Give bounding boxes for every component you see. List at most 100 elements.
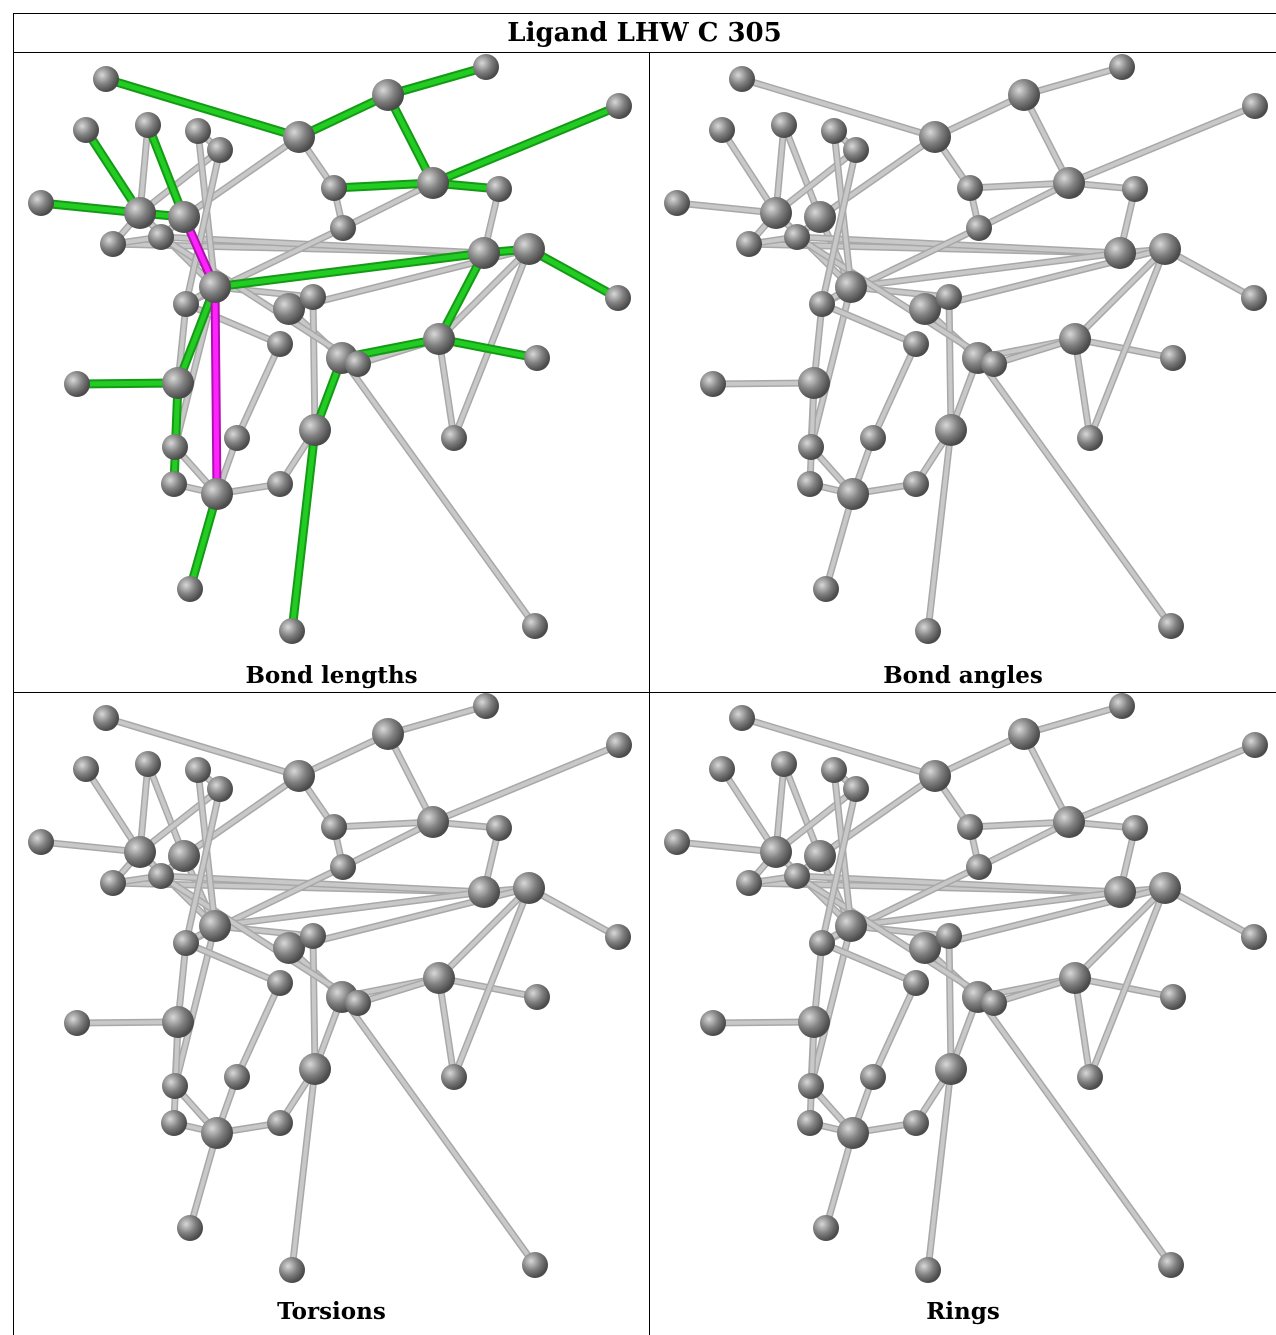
atom bbox=[1122, 176, 1148, 202]
atom bbox=[1008, 718, 1040, 750]
atom bbox=[606, 732, 632, 758]
atom bbox=[207, 137, 233, 163]
caption-rings: Rings bbox=[926, 1298, 1000, 1325]
outlier-bond-highlight bbox=[436, 250, 487, 342]
outlier-bond-highlight bbox=[103, 76, 302, 140]
atom bbox=[813, 1215, 839, 1241]
atom bbox=[1109, 693, 1135, 719]
atom bbox=[417, 167, 449, 199]
atom bbox=[1242, 732, 1268, 758]
bond-highlight bbox=[968, 820, 1071, 829]
molecule-render-torsions bbox=[28, 693, 632, 1283]
atom bbox=[273, 932, 305, 964]
bond-highlight bbox=[1022, 732, 1071, 824]
atom bbox=[919, 121, 951, 153]
bond-highlight bbox=[1163, 247, 1256, 300]
atom bbox=[804, 201, 836, 233]
caption-bond-angles: Bond angles bbox=[883, 662, 1043, 689]
atom bbox=[957, 175, 983, 201]
atom bbox=[224, 425, 250, 451]
atom bbox=[417, 806, 449, 838]
atom bbox=[185, 757, 211, 783]
bond-highlight bbox=[311, 934, 317, 1071]
bond-highlight bbox=[138, 787, 222, 854]
atom bbox=[345, 990, 371, 1016]
atom bbox=[736, 231, 762, 257]
atom bbox=[135, 751, 161, 777]
atom bbox=[73, 756, 99, 782]
table-frame bbox=[13, 13, 1276, 1335]
outlier-bond-highlight bbox=[175, 284, 218, 386]
atom bbox=[201, 1117, 233, 1149]
bond-highlight bbox=[340, 356, 537, 628]
bond-highlight bbox=[820, 941, 918, 985]
bond-highlight bbox=[311, 295, 317, 432]
bond-highlight bbox=[184, 941, 282, 985]
bond-highlight bbox=[849, 890, 1122, 928]
caption-torsions: Torsions bbox=[277, 1298, 386, 1325]
atom bbox=[664, 190, 690, 216]
atom bbox=[423, 323, 455, 355]
atom bbox=[267, 970, 293, 996]
atom bbox=[135, 112, 161, 138]
bond-highlight bbox=[184, 148, 222, 306]
bond-highlight bbox=[437, 886, 531, 980]
bond-highlight bbox=[290, 1067, 317, 1272]
bond-highlight bbox=[675, 840, 778, 854]
atom bbox=[162, 367, 194, 399]
bond-highlight bbox=[340, 995, 537, 1267]
atom bbox=[903, 331, 929, 357]
atom bbox=[700, 1010, 726, 1036]
atom bbox=[199, 271, 231, 303]
atom bbox=[729, 66, 755, 92]
bond-highlight bbox=[75, 1020, 180, 1025]
severe-outlier-bond-highlight bbox=[212, 284, 220, 497]
atom bbox=[798, 434, 824, 460]
atom bbox=[760, 836, 792, 868]
bond-highlight bbox=[977, 181, 1071, 230]
atom bbox=[664, 829, 690, 855]
bond-highlight bbox=[235, 981, 282, 1079]
bond-highlight bbox=[871, 981, 918, 1079]
bond-highlight bbox=[977, 820, 1071, 869]
outlier-bond-highlight bbox=[385, 64, 489, 98]
atom bbox=[468, 876, 500, 908]
bond-highlight bbox=[711, 1020, 816, 1025]
outlier-bond-highlight bbox=[187, 491, 220, 592]
atom bbox=[1109, 54, 1135, 80]
bond-highlight bbox=[386, 704, 488, 736]
panel-bond-angles: Bond angles bbox=[650, 54, 1276, 692]
atom bbox=[372, 79, 404, 111]
bond-highlight bbox=[527, 886, 620, 939]
atom bbox=[64, 1010, 90, 1036]
bond-highlight bbox=[437, 976, 456, 1079]
outlier-bond-highlight bbox=[74, 380, 181, 387]
atom bbox=[797, 1110, 823, 1136]
atom bbox=[199, 910, 231, 942]
bond-highlight bbox=[1022, 65, 1124, 97]
atom bbox=[837, 1117, 869, 1149]
outlier-bond-highlight bbox=[385, 92, 436, 186]
atom bbox=[372, 718, 404, 750]
bond-highlight bbox=[740, 77, 937, 139]
bond-highlight bbox=[341, 181, 435, 230]
column-divider bbox=[649, 53, 650, 1335]
atom bbox=[843, 137, 869, 163]
atom bbox=[299, 414, 331, 446]
atom bbox=[267, 471, 293, 497]
atom bbox=[299, 1053, 331, 1085]
outlier-bond-highlight bbox=[430, 103, 622, 186]
atom bbox=[903, 1110, 929, 1136]
atom bbox=[486, 815, 512, 841]
atom bbox=[981, 990, 1007, 1016]
atom bbox=[300, 923, 326, 949]
panel-torsions: Torsions bbox=[14, 693, 649, 1335]
atom bbox=[1149, 872, 1181, 904]
molecule-render-bond-angles bbox=[664, 54, 1268, 644]
atom bbox=[1104, 876, 1136, 908]
atom bbox=[809, 291, 835, 317]
outlier-bond-highlight bbox=[145, 122, 187, 220]
outlier-bond-highlight bbox=[331, 180, 436, 191]
bond-highlight bbox=[332, 820, 435, 829]
atom bbox=[177, 576, 203, 602]
